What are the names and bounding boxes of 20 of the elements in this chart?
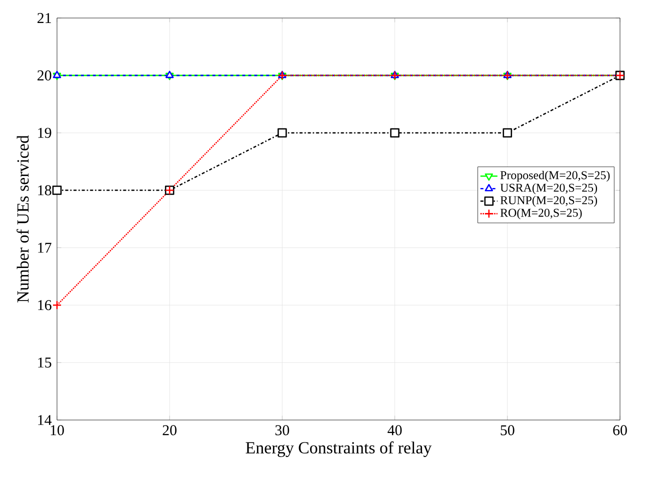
x-axis-title: Energy Constraints of relay [246,441,432,458]
x-tick-label: 20 [162,425,177,436]
legend-label: RO(M=20,S=25) [500,208,582,220]
y-tick-label: 20 [38,70,52,80]
x-tick-label: 60 [613,425,627,436]
y-tick-label: 17 [38,242,52,253]
y-tick-label: 16 [38,300,52,310]
x-tick-label: 30 [275,425,290,436]
x-tick-label: 10 [50,425,64,436]
legend-label: RUNP(M=20,S=25) [500,196,598,207]
y-tick-label: 21 [38,13,51,23]
legend-label: USRA(M=20,S=25) [500,183,598,194]
y-axis-title: Number of UEs serviced [16,135,29,302]
legend-label: Proposed(M=20,S=25) [500,170,610,182]
y-tick-label: 18 [38,185,52,196]
y-tick-label: 15 [38,358,52,368]
x-tick-label: 50 [500,425,514,436]
y-tick-label: 19 [38,128,52,138]
y-tick-label: 14 [38,415,52,425]
x-tick-label: 40 [388,425,402,436]
